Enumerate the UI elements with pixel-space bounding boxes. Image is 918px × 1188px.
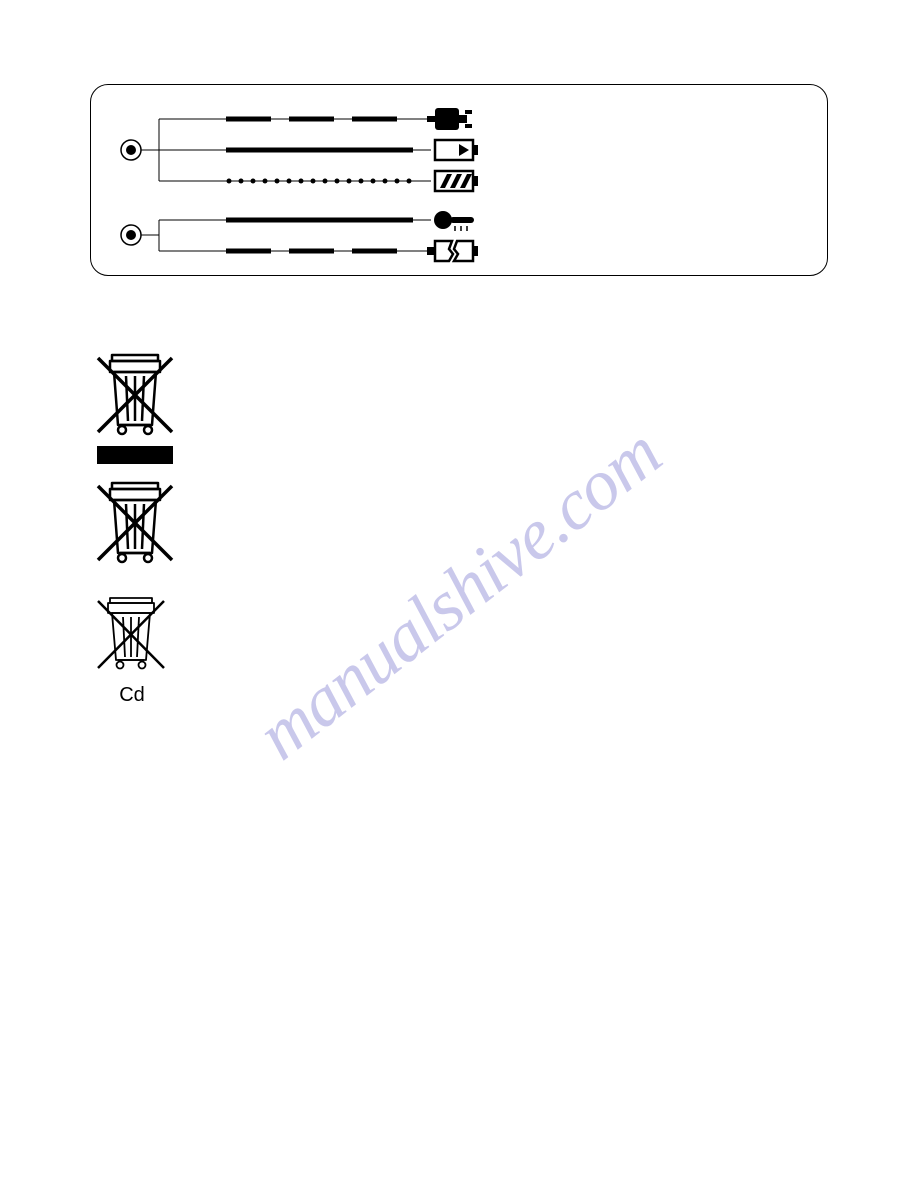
thermometer-icon [434, 211, 474, 231]
plug-icon [427, 108, 472, 130]
weee-bin-icon [92, 478, 178, 578]
battery-charging-icon [435, 140, 478, 160]
weee-bin-bar-icon [92, 350, 178, 470]
cd-label: Cd [92, 684, 172, 707]
led-group-2 [111, 195, 511, 275]
watermark-text: manualshive.com [242, 411, 677, 776]
led-diagram-box [90, 84, 828, 276]
led-group-1 [111, 95, 511, 205]
disposal-icons-section: Cd [92, 350, 178, 707]
weee-bin-cd-icon [92, 594, 172, 682]
battery-fault-icon [427, 241, 478, 261]
battery-full-icon [435, 171, 478, 191]
